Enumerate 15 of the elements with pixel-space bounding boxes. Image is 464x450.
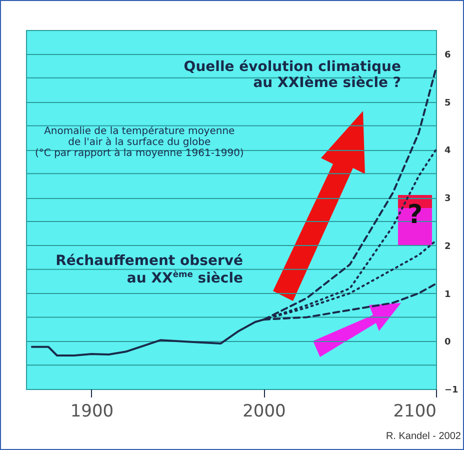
text: R. Kandel - 2002: [386, 431, 461, 442]
y-tick-label: −1: [444, 386, 458, 396]
annotation: Anomalie de la température moyenne de l'air à la surface du globe (°C par rapport à la moyenne 1961-1990): [35, 126, 244, 159]
annotation: Réchauffement observé au XX$^{ème}$ siècle: [54, 253, 243, 287]
y-tick-label: 6: [444, 50, 451, 60]
y-tick-label: 1: [444, 290, 451, 300]
x-tick-label: 2000: [242, 402, 286, 422]
x-tick-label: 2100: [393, 402, 436, 422]
y-tick-label: 0: [444, 338, 451, 348]
y-tick-label: 4: [444, 146, 451, 156]
y-tick-label: 3: [444, 194, 451, 204]
y-tick-label: 5: [444, 98, 451, 108]
annotation: Quelle évolution climatique au XXIème siècle ?: [184, 59, 401, 91]
x-tick-label: 1900: [70, 402, 114, 422]
y-tick-label: 2: [444, 242, 451, 252]
